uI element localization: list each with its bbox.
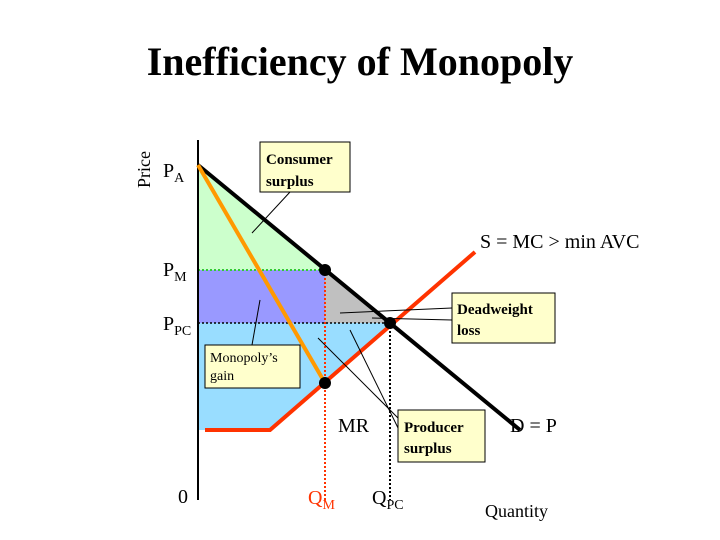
pa-label: PA bbox=[163, 160, 185, 186]
demand-curve bbox=[196, 163, 522, 432]
pointer bbox=[339, 307, 453, 314]
ppc-main: P bbox=[163, 313, 174, 335]
callout-box bbox=[451, 292, 556, 344]
pa-main: P bbox=[163, 160, 174, 182]
pointer bbox=[317, 337, 401, 421]
supply-curve bbox=[205, 250, 477, 432]
title: Inefficiency of Monopoly bbox=[147, 39, 574, 84]
origin-label: 0 bbox=[178, 486, 188, 508]
monopoly-gain-area bbox=[198, 270, 325, 323]
callout-text: gain bbox=[210, 369, 234, 384]
pm-label: PM bbox=[163, 259, 187, 285]
demand-label: D = P bbox=[510, 415, 557, 437]
point bbox=[319, 264, 331, 276]
pointer bbox=[251, 191, 291, 234]
pa-sub: A bbox=[174, 171, 185, 186]
pm-sub: M bbox=[174, 270, 187, 285]
qm-label: QM bbox=[308, 487, 335, 513]
callout-text: Monopoly’s bbox=[210, 351, 278, 366]
qpc-main: Q bbox=[372, 487, 387, 509]
pm-main: P bbox=[163, 259, 174, 281]
point bbox=[319, 377, 331, 389]
callout-box bbox=[204, 344, 301, 389]
callout-text: surplus bbox=[404, 441, 452, 457]
ppc-label: PPC bbox=[163, 313, 191, 339]
pointer bbox=[349, 329, 401, 433]
x-axis-label: Quantity bbox=[485, 501, 548, 521]
callout-box bbox=[259, 141, 351, 193]
pointer bbox=[251, 299, 261, 346]
qpc-sub: PC bbox=[386, 498, 403, 513]
callout-text: Producer bbox=[404, 420, 464, 436]
callout-text: loss bbox=[457, 323, 481, 339]
pointer bbox=[371, 317, 453, 321]
qm-sub: M bbox=[322, 498, 335, 513]
point bbox=[384, 317, 396, 329]
qm-main: Q bbox=[308, 487, 323, 509]
qpc-label: QPC bbox=[372, 487, 404, 513]
mr-curve bbox=[196, 163, 327, 385]
callout-box bbox=[397, 409, 486, 463]
y-axis-label: Price bbox=[134, 151, 154, 188]
callout-text: surplus bbox=[266, 174, 314, 190]
callout-text: Consumer bbox=[266, 152, 333, 168]
supply-label: S = MC > min AVC bbox=[480, 231, 639, 253]
callout-text: Deadweight bbox=[457, 302, 533, 318]
ppc-sub: PC bbox=[174, 324, 191, 339]
mr-label: MR bbox=[338, 415, 370, 437]
